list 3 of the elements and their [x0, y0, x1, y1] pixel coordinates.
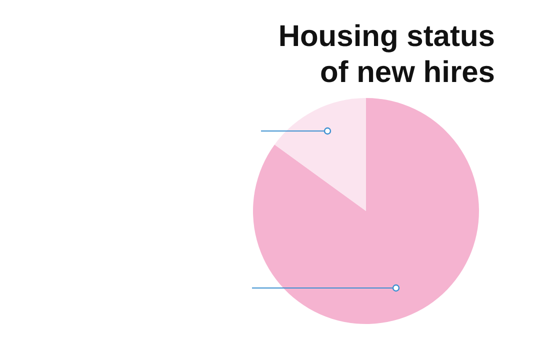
pie-slice	[253, 98, 479, 324]
chart-title: Housing status of new hires	[278, 20, 495, 89]
pie-slice	[274, 98, 366, 211]
